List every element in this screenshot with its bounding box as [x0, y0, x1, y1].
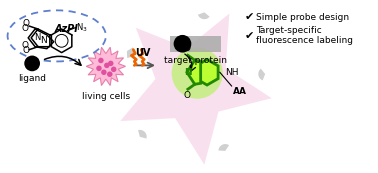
Text: Target-specific: Target-specific [256, 26, 322, 35]
Circle shape [108, 61, 113, 66]
Text: N: N [184, 68, 192, 77]
Circle shape [107, 71, 113, 77]
Text: AA: AA [232, 87, 246, 96]
Wedge shape [218, 144, 229, 151]
Text: Simple probe design: Simple probe design [256, 13, 349, 22]
Text: fluorescence labeling: fluorescence labeling [256, 36, 353, 45]
Text: N: N [34, 33, 40, 42]
Circle shape [174, 35, 191, 53]
Circle shape [172, 48, 223, 99]
Text: O: O [22, 41, 29, 50]
Circle shape [24, 56, 40, 71]
Text: ✔: ✔ [244, 31, 254, 41]
Text: O: O [22, 24, 29, 33]
Text: O: O [23, 19, 30, 28]
Wedge shape [127, 47, 134, 58]
Ellipse shape [8, 10, 106, 61]
Polygon shape [120, 13, 272, 165]
Circle shape [111, 67, 116, 72]
Text: N: N [40, 36, 47, 45]
Wedge shape [258, 69, 265, 80]
Wedge shape [198, 12, 210, 19]
Text: target protein: target protein [164, 56, 227, 65]
Text: living cells: living cells [82, 92, 130, 101]
Circle shape [96, 66, 102, 71]
Bar [170, 36, 221, 52]
Text: O: O [23, 46, 30, 55]
Text: O: O [183, 44, 191, 53]
Text: ligand: ligand [18, 74, 46, 83]
Text: N$_3$: N$_3$ [76, 21, 88, 34]
Polygon shape [196, 60, 218, 85]
Text: ✔: ✔ [244, 12, 254, 22]
Text: O: O [183, 91, 191, 100]
Wedge shape [138, 130, 147, 139]
Text: AzPI: AzPI [54, 24, 79, 34]
Circle shape [98, 58, 104, 63]
Text: NH: NH [225, 68, 238, 77]
Text: UV: UV [135, 48, 151, 58]
Polygon shape [86, 47, 125, 85]
Circle shape [101, 70, 107, 75]
Circle shape [104, 63, 110, 68]
Polygon shape [187, 60, 201, 84]
